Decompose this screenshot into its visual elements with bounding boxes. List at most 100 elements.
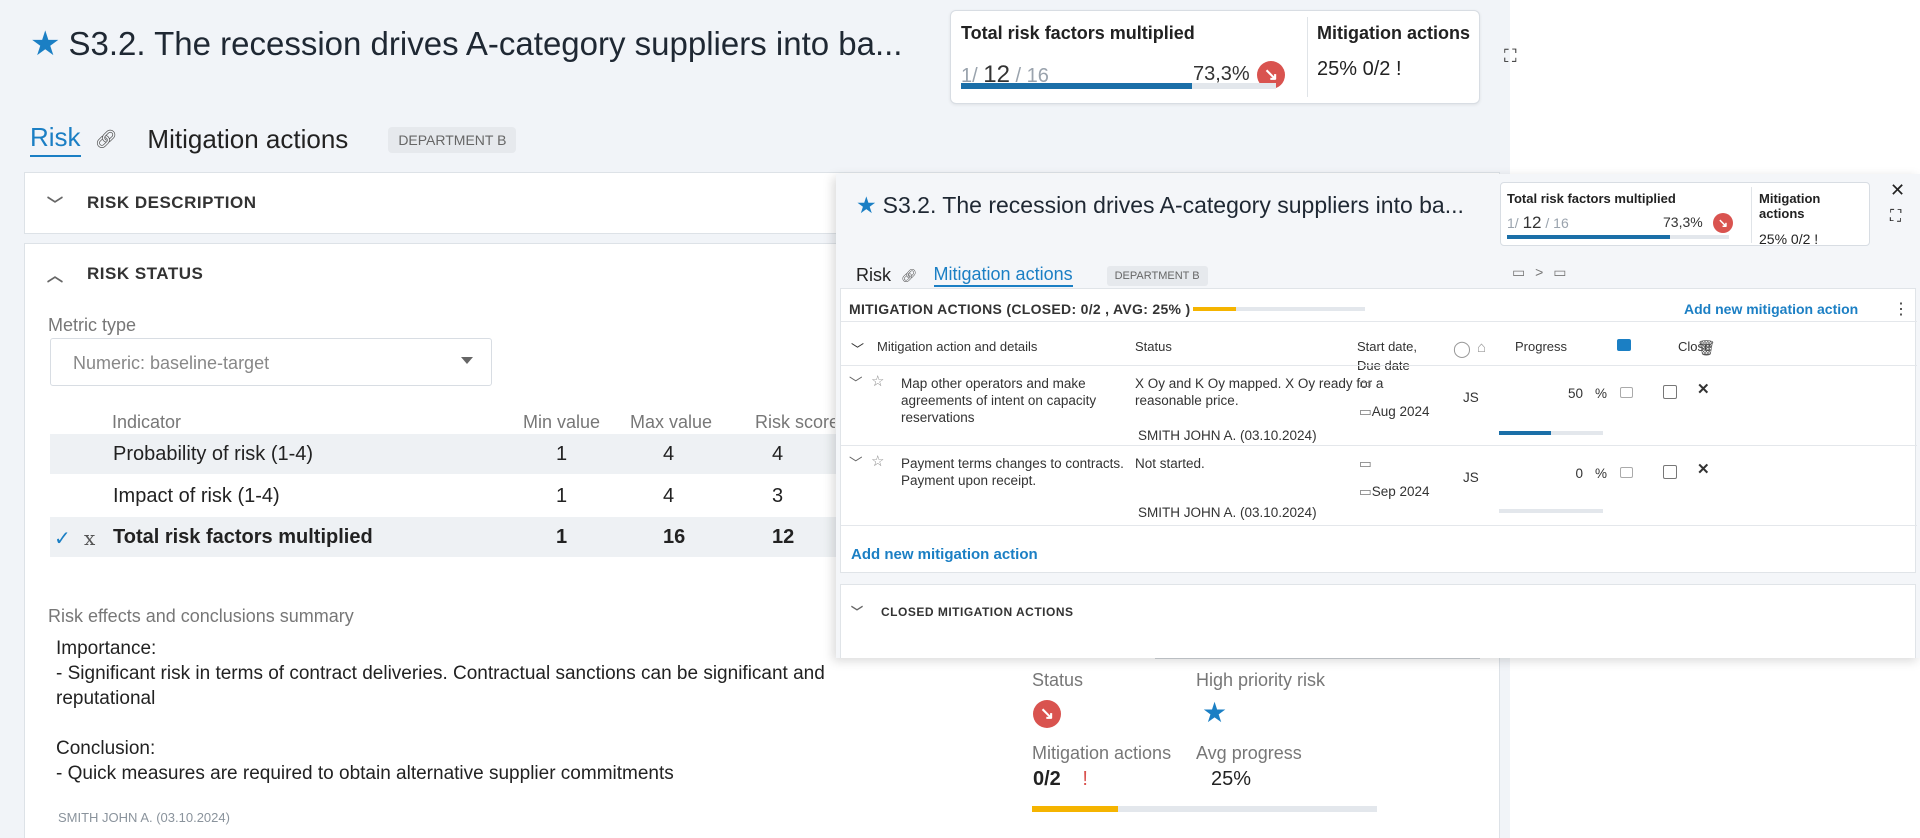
expand-icon[interactable]: ⛶ <box>1890 208 1902 225</box>
multiply-icon: x <box>84 526 96 550</box>
mitigation-kpi-label: Mitigation actions <box>1759 191 1821 221</box>
owner-initials[interactable]: JS <box>1463 390 1479 405</box>
total-risk-kpi: Total risk factors multiplied 1/ 12 / 16… <box>961 23 1285 89</box>
tab-mitigation-actions[interactable]: Mitigation actions <box>147 124 349 154</box>
row-author: SMITH JOHN A. (03.10.2024) <box>1138 428 1317 443</box>
table-row[interactable]: ﹀ ☆ Map other operators and make agreeme… <box>841 365 1917 445</box>
col-action: Mitigation action and details <box>877 339 1038 354</box>
percent-unit: % <box>1595 386 1608 401</box>
indicator-name: Probability of risk (1-4) <box>113 443 314 465</box>
total-risk-progress <box>1507 235 1729 239</box>
start-date-icon[interactable]: ▭ <box>1359 456 1372 471</box>
row-expand-icon[interactable]: ﹀ <box>849 456 863 471</box>
avg-progress-fill <box>1032 806 1119 812</box>
total-risk-percent: 73,3% <box>1193 63 1250 85</box>
indicator-header: Indicator <box>112 412 182 432</box>
row-progress-bar <box>1499 509 1603 513</box>
comment-icon[interactable] <box>1620 387 1633 398</box>
delete-icon[interactable]: ✕ <box>1697 461 1710 478</box>
avg-progress-label: Avg progress <box>1196 743 1302 763</box>
mitigation-actions-value: 0/2 ! <box>1033 768 1088 791</box>
total-risk-percent: 73,3% <box>1663 214 1703 230</box>
add-mitigation-action-link[interactable]: Add new mitigation action <box>1684 301 1859 317</box>
summary-line: Conclusion: <box>56 738 156 759</box>
priority-star-icon[interactable]: ★ <box>1202 697 1228 728</box>
start-date-icon[interactable]: ▭ <box>1359 376 1372 391</box>
overlay-title-text: S3.2. The recession drives A-category su… <box>882 192 1464 218</box>
divider <box>841 321 1917 322</box>
trash-icon[interactable]: 🗑︎ <box>1697 340 1717 357</box>
person-icon[interactable]: ◯ <box>1453 341 1471 358</box>
expand-icon[interactable]: ⛶ <box>1504 46 1517 66</box>
mitigation-window: ★ S3.2. The recession drives A-category … <box>836 174 1920 658</box>
mitigation-kpi: Mitigation actions 25% 0/2 ! <box>1317 23 1470 81</box>
closed-mitigation-title: CLOSED MITIGATION ACTIONS <box>881 604 1074 619</box>
summary-text[interactable]: Importance: - Significant risk in terms … <box>56 636 916 786</box>
mitigation-progress-fill <box>1193 307 1236 311</box>
delete-icon[interactable]: ✕ <box>1697 381 1710 398</box>
calendar-icon[interactable]: ▭ <box>1553 264 1567 280</box>
kpi-card: Total risk factors multiplied 1/ 12 / 16… <box>950 10 1480 104</box>
close-checkbox[interactable] <box>1663 385 1677 399</box>
table-row[interactable]: ﹀ ☆ Payment terms changes to contracts. … <box>841 445 1917 525</box>
indicator-name: Impact of risk (1-4) <box>113 485 280 507</box>
max-value-header: Max value <box>630 412 713 432</box>
tab-mitigation-actions[interactable]: Mitigation actions <box>933 264 1073 287</box>
row-expand-icon[interactable]: ﹀ <box>849 376 863 391</box>
row-author: SMITH JOHN A. (03.10.2024) <box>1138 505 1317 520</box>
link-icon[interactable]: 🔗︎ <box>94 129 118 149</box>
owner-initials[interactable]: JS <box>1463 470 1479 485</box>
progress-input[interactable]: 0 <box>1575 466 1583 481</box>
due-date[interactable]: ▭Sep 2024 <box>1359 483 1430 500</box>
link-icon[interactable]: 🔗︎ <box>901 267 918 283</box>
closed-mitigation-header[interactable]: ﹀ CLOSED MITIGATION ACTIONS <box>841 603 1915 620</box>
date-arrow-icon: > <box>1535 264 1544 280</box>
risk-description-header[interactable]: ﹀ RISK DESCRIPTION <box>25 173 1499 233</box>
due-date[interactable]: ▭Aug 2024 <box>1359 403 1430 420</box>
date-range[interactable]: ▭ > ▭ <box>1512 264 1566 281</box>
kpi-divider <box>1307 17 1308 97</box>
overlay-kpi-card: Total risk factors multiplied 1/ 12 / 16… <box>1500 182 1870 247</box>
expand-all-icon[interactable]: ﹀ <box>851 342 865 357</box>
min-value-header: Min value <box>523 412 601 432</box>
star-outline-icon[interactable]: ☆ <box>871 453 885 470</box>
comment-icon[interactable] <box>1620 467 1633 478</box>
avg-progress-bar <box>1032 806 1377 812</box>
star-icon[interactable]: ★ <box>856 192 877 218</box>
tag-icon[interactable]: ⌂ <box>1477 339 1487 356</box>
warning-flag: ! <box>1082 768 1088 790</box>
mitigation-kpi-value: 25% 0/2 ! <box>1759 231 1819 247</box>
page-title: ★ S3.2. The recession drives A-category … <box>30 24 902 64</box>
tab-risk[interactable]: Risk <box>30 122 81 157</box>
risk-status-header[interactable]: ︿ RISK STATUS <box>25 244 1499 304</box>
summary-line: - Significant risk in terms of contract … <box>56 663 825 709</box>
close-icon[interactable]: ✕ <box>1890 180 1906 200</box>
mitigation-count: 0/2 <box>1033 768 1061 790</box>
close-checkbox[interactable] <box>1663 465 1677 479</box>
progress-input[interactable]: 50 <box>1567 386 1583 401</box>
mitigation-kpi: Mitigation actions 25% 0/2 ! <box>1759 191 1869 247</box>
divider <box>1155 658 1480 659</box>
star-icon[interactable]: ★ <box>30 25 61 63</box>
calendar-icon[interactable]: ▭ <box>1512 264 1526 280</box>
comment-filter-icon[interactable] <box>1617 339 1631 351</box>
col-status: Status <box>1135 339 1172 354</box>
avg-progress-value: 25% <box>1211 768 1252 790</box>
indicator-max: 4 <box>663 485 675 507</box>
risk-score-header: Risk score <box>755 412 835 432</box>
indicator-min: 1 <box>556 526 568 548</box>
action-text: Map other operators and make agreements … <box>901 376 1097 425</box>
metric-type-select[interactable]: Numeric: baseline-target <box>50 338 492 386</box>
tab-risk[interactable]: Risk <box>856 265 891 285</box>
star-outline-icon[interactable]: ☆ <box>871 373 885 390</box>
page-title-text: S3.2. The recession drives A-category su… <box>68 25 903 62</box>
row-progress-bar <box>1499 431 1603 435</box>
divider <box>841 445 1917 446</box>
more-options-icon[interactable]: ⋮ <box>1893 301 1909 318</box>
mitigation-actions-label: Mitigation actions <box>1032 743 1172 763</box>
total-risk-prefix: 1/ <box>961 65 978 87</box>
risk-description-title: RISK DESCRIPTION <box>87 193 257 212</box>
chevron-down-icon: ﹀ <box>851 605 864 619</box>
mitigation-actions-card: MITIGATION ACTIONS (CLOSED: 0/2 , AVG: 2… <box>840 288 1917 573</box>
add-mitigation-action-button[interactable]: Add new mitigation action <box>851 546 1038 563</box>
